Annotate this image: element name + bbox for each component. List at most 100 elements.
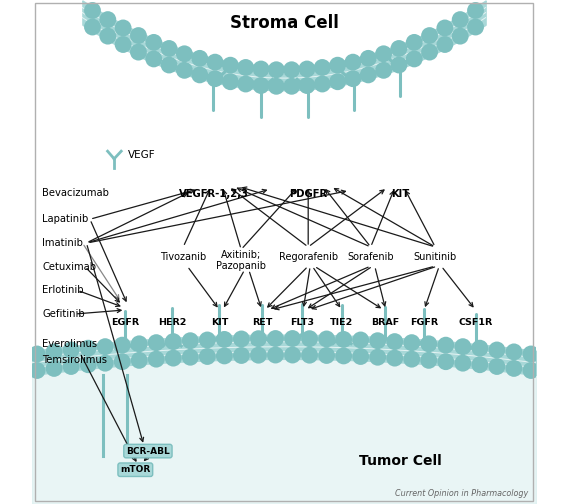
Text: Regorafenib: Regorafenib	[279, 252, 338, 262]
Text: VEGF: VEGF	[128, 150, 156, 160]
Circle shape	[318, 347, 335, 364]
Text: Lapatinib: Lapatinib	[42, 214, 89, 224]
Circle shape	[165, 350, 182, 366]
Circle shape	[99, 11, 116, 28]
Text: mTOR: mTOR	[120, 465, 151, 474]
Circle shape	[237, 59, 254, 76]
Circle shape	[471, 340, 488, 357]
Circle shape	[191, 50, 208, 67]
Circle shape	[199, 348, 216, 365]
Circle shape	[182, 332, 199, 349]
Circle shape	[471, 356, 488, 373]
Circle shape	[131, 352, 148, 369]
Circle shape	[386, 350, 403, 366]
Circle shape	[216, 347, 233, 364]
Text: Tivozanib: Tivozanib	[160, 252, 206, 262]
Circle shape	[318, 331, 335, 347]
Circle shape	[131, 335, 148, 352]
Text: FGFR: FGFR	[410, 318, 438, 327]
Circle shape	[360, 67, 377, 83]
Circle shape	[148, 334, 165, 351]
Text: RET: RET	[252, 318, 272, 327]
Circle shape	[97, 338, 114, 355]
Circle shape	[284, 330, 301, 347]
Circle shape	[84, 19, 101, 35]
Circle shape	[250, 330, 267, 347]
Circle shape	[267, 330, 284, 347]
Circle shape	[375, 45, 392, 62]
Text: PDGFR: PDGFR	[289, 189, 327, 199]
Circle shape	[386, 333, 403, 350]
Circle shape	[115, 36, 132, 53]
Circle shape	[253, 60, 269, 78]
Circle shape	[97, 355, 114, 371]
Circle shape	[182, 349, 199, 366]
Circle shape	[345, 54, 361, 71]
Circle shape	[233, 331, 250, 347]
Circle shape	[375, 62, 392, 79]
Circle shape	[360, 50, 377, 67]
Text: Sorafenib: Sorafenib	[348, 252, 394, 262]
Circle shape	[222, 57, 239, 74]
Circle shape	[207, 70, 223, 87]
Circle shape	[437, 337, 454, 354]
Circle shape	[28, 346, 45, 362]
Circle shape	[390, 40, 407, 57]
Circle shape	[80, 356, 97, 373]
Text: BRAF: BRAF	[371, 318, 399, 327]
Circle shape	[284, 347, 301, 363]
Circle shape	[314, 59, 331, 76]
Circle shape	[488, 358, 506, 375]
Circle shape	[314, 76, 331, 92]
Circle shape	[267, 347, 284, 363]
Circle shape	[62, 358, 80, 375]
Circle shape	[403, 334, 420, 351]
Text: Bevacizumab: Bevacizumab	[42, 187, 109, 198]
Text: TIE2: TIE2	[331, 318, 354, 327]
Circle shape	[369, 349, 386, 366]
Circle shape	[161, 56, 178, 74]
Circle shape	[420, 352, 437, 369]
Text: EGFR: EGFR	[111, 318, 139, 327]
Circle shape	[45, 360, 62, 377]
Circle shape	[283, 61, 300, 78]
Circle shape	[253, 77, 269, 94]
Circle shape	[454, 355, 471, 371]
Circle shape	[45, 343, 62, 360]
Circle shape	[28, 362, 45, 379]
Circle shape	[436, 20, 453, 36]
Text: Sunitinib: Sunitinib	[414, 252, 457, 262]
Circle shape	[114, 337, 131, 354]
Circle shape	[207, 54, 223, 71]
Text: Imatinib: Imatinib	[42, 238, 83, 248]
Circle shape	[488, 342, 506, 358]
Circle shape	[403, 351, 420, 367]
Circle shape	[62, 342, 80, 358]
Text: FLT3: FLT3	[290, 318, 314, 327]
Circle shape	[506, 343, 523, 360]
Circle shape	[268, 61, 285, 78]
Circle shape	[335, 331, 352, 348]
Circle shape	[145, 34, 162, 51]
Circle shape	[406, 50, 423, 68]
Circle shape	[130, 44, 147, 60]
Circle shape	[301, 330, 318, 347]
Circle shape	[352, 332, 369, 348]
Circle shape	[145, 50, 162, 68]
Circle shape	[222, 73, 239, 90]
Circle shape	[148, 351, 165, 367]
Circle shape	[329, 57, 346, 74]
Circle shape	[523, 362, 540, 379]
Text: HER2: HER2	[158, 318, 186, 327]
Circle shape	[216, 331, 233, 348]
Text: VEGFR-1,2,3: VEGFR-1,2,3	[178, 189, 248, 199]
Circle shape	[454, 338, 471, 355]
Circle shape	[421, 44, 438, 60]
Text: Temsirolimus: Temsirolimus	[42, 355, 107, 365]
Circle shape	[176, 45, 193, 62]
Circle shape	[421, 27, 438, 44]
Circle shape	[437, 353, 454, 370]
Circle shape	[436, 36, 453, 53]
Circle shape	[84, 2, 101, 19]
Circle shape	[523, 346, 540, 362]
